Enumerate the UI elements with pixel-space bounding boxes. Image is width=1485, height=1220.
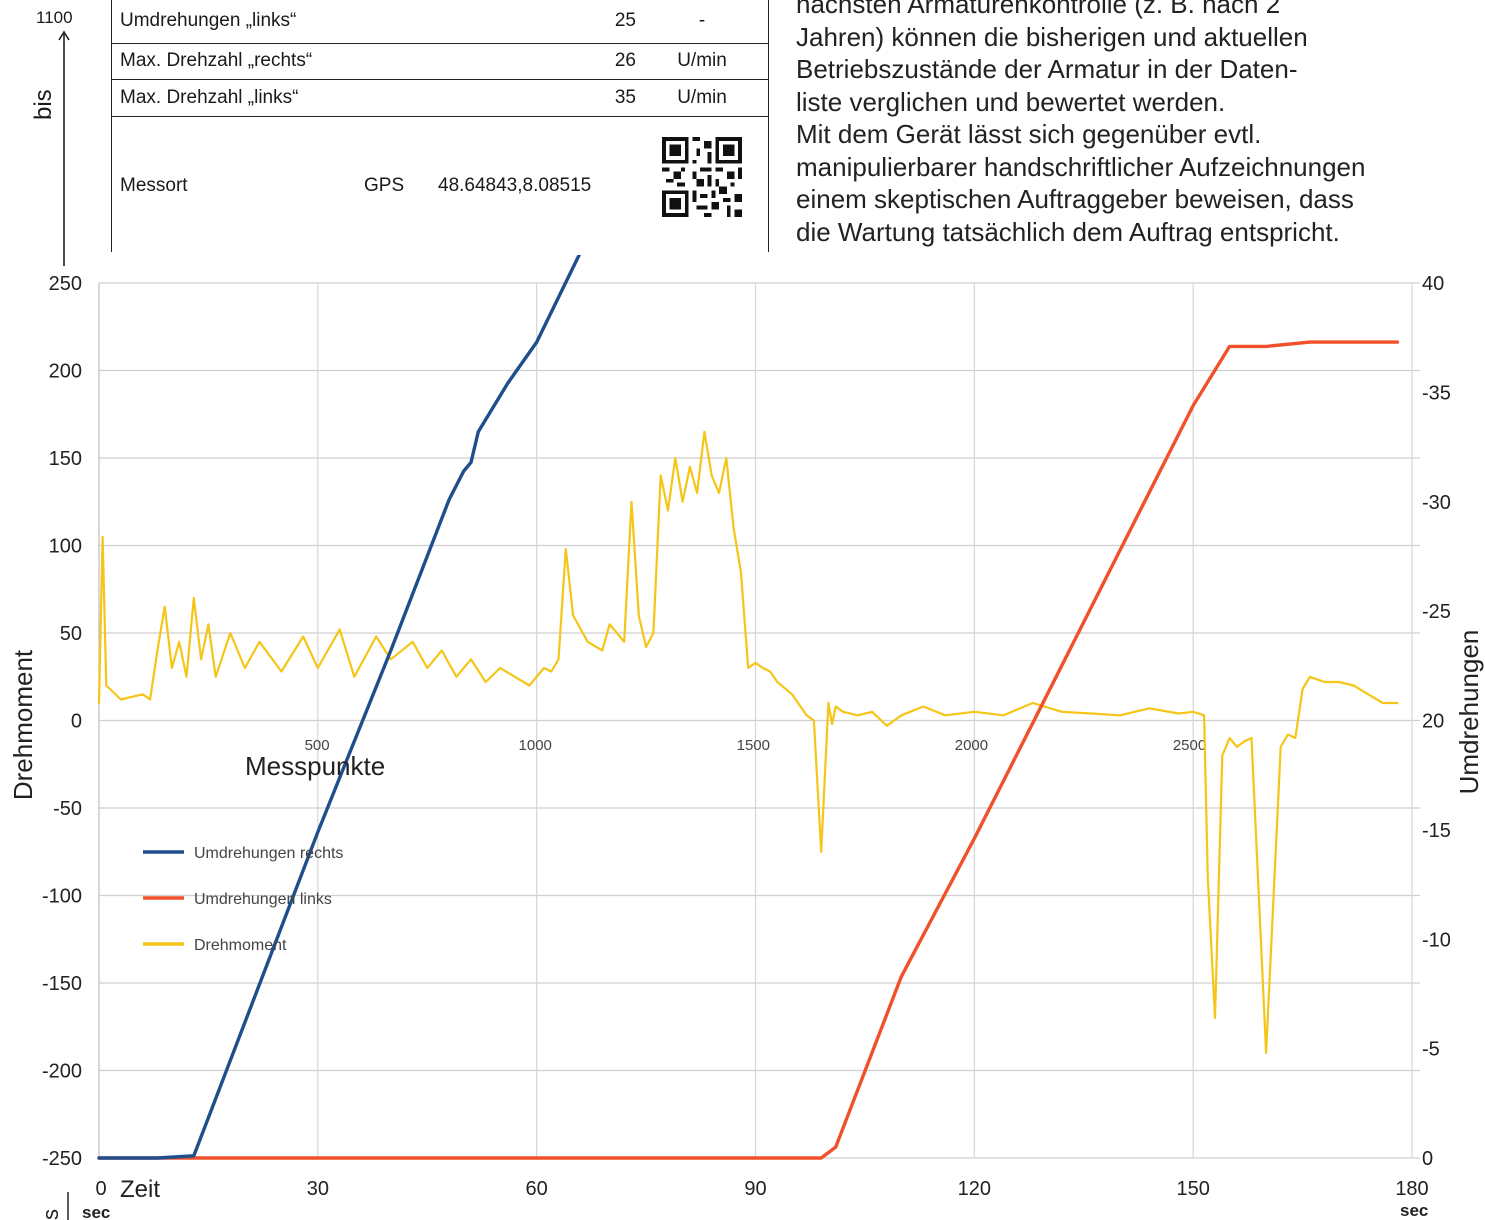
left-axis-title: Drehmoment (8, 649, 38, 800)
right-tick-label: 40 (1422, 273, 1444, 295)
description-line: einem skeptischen Auftraggeber beweisen,… (796, 184, 1354, 214)
left-tick-label: -50 (53, 798, 82, 820)
row-value: 26 (614, 50, 636, 71)
right-tick-label: -30 (1422, 492, 1451, 514)
left-tick-label: -200 (42, 1061, 82, 1083)
row-unit: U/min (677, 50, 727, 71)
row-unit: - (698, 10, 706, 31)
right-axis-title: Umdrehungen (1454, 630, 1484, 795)
legend: Umdrehungen rechts Umdrehungen links Drehm… (143, 845, 343, 954)
bottom-tick-label: 120 (958, 1178, 991, 1200)
bottom-tick-label: 150 (1176, 1178, 1209, 1200)
row-label: Umdrehungen „links“ (120, 10, 297, 31)
left-tick-label: 150 (49, 448, 82, 470)
up-arrow-icon (58, 30, 70, 266)
bottom-left-fragment: s (38, 1209, 63, 1220)
right-tick-label: -35 (1422, 382, 1451, 404)
messpunkte-tick-label: 2500 (1173, 737, 1206, 754)
row-value: 35 (614, 87, 636, 108)
series-line-umdrehungen-links (97, 340, 1400, 1160)
row-value: 25 (614, 10, 636, 31)
table-row: Max. Drehzahl „links“ 35 U/min (112, 80, 768, 117)
right-tick-label: 20 (1422, 711, 1444, 733)
left-tick-label: 0 (71, 711, 82, 733)
series (97, 255, 1400, 1160)
bottom-axis-ticks: 0 30 60 90 120 150 180 (95, 1178, 1428, 1200)
right-tick-label: -5 (1422, 1039, 1440, 1061)
gps-label: GPS (364, 175, 405, 196)
right-tick-label: -25 (1422, 601, 1451, 623)
right-tick-label: -15 (1422, 820, 1451, 842)
table-row: Max. Drehzahl „rechts“ 26 U/min (112, 43, 768, 80)
left-tick-label: -150 (42, 973, 82, 995)
left-tick-label: 100 (49, 536, 82, 558)
description-line: liste verglichen und bewertet werden. (796, 86, 1226, 117)
row-label: Max. Drehzahl „links“ (120, 87, 299, 108)
axis-value-1100: 1100 (36, 8, 73, 27)
description-text: nächsten Armaturenkontrolle (z. B. nach … (796, 0, 1476, 248)
legend-label: Drehmoment (194, 937, 287, 954)
legend-label: Umdrehungen rechts (194, 845, 343, 862)
messort-row: Messort GPS 48.64843,8.08515 (112, 117, 768, 252)
bottom-tick-label: 180 (1395, 1178, 1428, 1200)
description-line: Mit dem Gerät lässt sich gegenüber evtl. (796, 119, 1262, 149)
right-tick-label: -10 (1422, 929, 1451, 951)
bottom-unit-left: sec (82, 1203, 110, 1220)
right-axis-ticks: 40 -35 -30 -25 20 -15 -10 -5 0 (1422, 273, 1451, 1170)
info-table: Umdrehungen „links“ 25 - Max. Drehzahl „… (111, 0, 769, 252)
axis-label-bis: bis (30, 89, 57, 120)
messpunkte-tick-label: 1500 (737, 737, 770, 754)
left-tick-label: 50 (60, 623, 82, 645)
left-tick-label: -100 (42, 886, 82, 908)
grid (98, 282, 1420, 1159)
description-line: manipulierbarer handschriftlicher Aufzei… (796, 151, 1366, 182)
messpunkte-tick-label: 500 (305, 737, 330, 754)
legend-label: Umdrehungen links (194, 891, 332, 908)
bottom-tick-label: 60 (526, 1178, 548, 1200)
left-tick-label: -250 (42, 1148, 82, 1170)
messpunkte-axis-title: Messpunkte (245, 751, 385, 781)
left-axis-ticks: 250 200 150 100 50 0 -50 -100 -150 -200 -250 (42, 273, 82, 1170)
messort-label: Messort (120, 175, 188, 196)
left-tick-label: 250 (49, 273, 82, 295)
bottom-tick-label: 0 (95, 1178, 106, 1200)
bottom-tick-label: 90 (744, 1178, 766, 1200)
description-line: die Wartung tatsächlich dem Auftrag ents… (796, 216, 1340, 247)
series-line-drehmoment (97, 430, 1399, 1055)
description-line: Jahren) können die bisherigen und aktuel… (796, 21, 1308, 52)
messpunkte-axis-ticks: 500 1000 1500 2000 2500 (305, 737, 1207, 754)
bottom-axis-title: Zeit (120, 1176, 160, 1203)
row-label: Max. Drehzahl „rechts“ (120, 50, 313, 71)
qr-code-icon (662, 137, 742, 217)
series-line-umdrehungen-rechts (97, 255, 582, 1160)
row-unit: U/min (677, 87, 727, 108)
description-line: nächsten Armaturenkontrolle (z. B. nach … (796, 0, 1281, 19)
bottom-tick-label: 30 (307, 1178, 329, 1200)
right-tick-label: 0 (1422, 1148, 1433, 1170)
messpunkte-tick-label: 2000 (955, 737, 988, 754)
left-tick-label: 200 (49, 361, 82, 383)
bottom-unit-right: sec (1400, 1201, 1428, 1220)
gps-coordinates: 48.64843,8.08515 (438, 175, 592, 196)
table-row: Umdrehungen „links“ 25 - (112, 0, 768, 44)
messpunkte-tick-label: 1000 (519, 737, 552, 754)
description-line: Betriebszustände der Armatur in der Date… (796, 54, 1298, 84)
